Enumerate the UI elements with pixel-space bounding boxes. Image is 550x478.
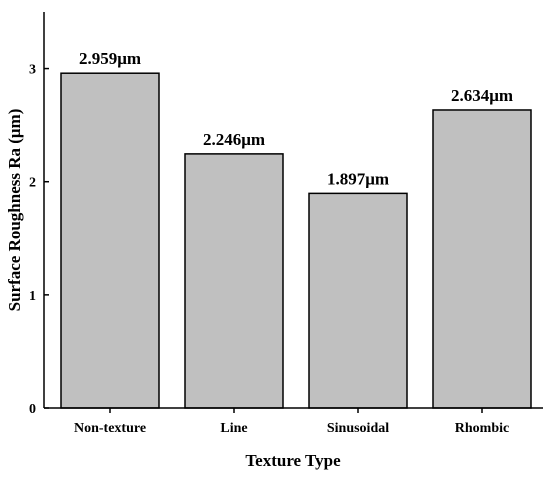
x-axis-title: Texture Type [245, 451, 341, 470]
y-tick-label: 3 [29, 63, 36, 78]
data-labels-group: 2.959μm 2.246μm 1.897μm 2.634μm [79, 49, 513, 188]
bars-group [60, 72, 532, 409]
x-tick-label: Non-texture [74, 421, 146, 436]
y-axis-title: Surface Roughness Ra (μm) [5, 109, 24, 312]
x-tick-label: Sinusoidal [327, 421, 389, 436]
y-tick-label: 2 [29, 176, 36, 191]
y-ticks-group: 0 1 2 3 [29, 63, 49, 417]
x-tick-label: Line [220, 421, 247, 436]
x-ticks-group: Non-texture Line Sinusoidal Rhombic [74, 408, 509, 436]
x-tick-label: Rhombic [455, 421, 509, 436]
data-label: 1.897μm [327, 169, 389, 188]
data-label: 2.246μm [203, 130, 265, 149]
y-tick-label: 0 [29, 402, 36, 417]
y-tick-label: 1 [29, 289, 36, 304]
bar-rhombic [432, 109, 532, 409]
bar-sinusoidal [308, 192, 408, 409]
bar-line [184, 153, 284, 409]
data-label: 2.959μm [79, 49, 141, 68]
bar-non-texture [60, 72, 160, 409]
data-label: 2.634μm [451, 86, 513, 105]
